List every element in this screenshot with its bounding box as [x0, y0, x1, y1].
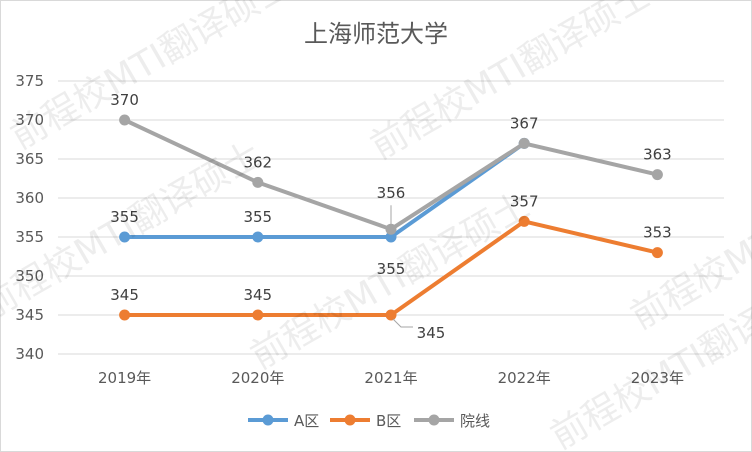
data-label: 355	[377, 260, 406, 278]
data-labels: 370 355 345 362 355 345 356 355 345 367 357 363 353	[110, 91, 671, 342]
legend-marker	[428, 414, 440, 426]
y-tick-label: 340	[15, 345, 44, 363]
legend-marker	[344, 414, 356, 426]
y-tick-label: 370	[15, 111, 44, 129]
data-point	[252, 309, 264, 321]
data-point	[119, 114, 131, 126]
x-tick-label: 2020年	[231, 369, 284, 387]
legend-label: A区	[294, 412, 319, 430]
legend-label: B区	[376, 412, 401, 430]
data-point	[252, 231, 264, 243]
data-label: 367	[510, 114, 539, 132]
y-tick-label: 360	[15, 189, 44, 207]
x-tick-label: 2022年	[498, 369, 551, 387]
data-point	[651, 169, 663, 181]
data-label: 363	[643, 146, 672, 164]
legend: A区 B区 院线	[248, 412, 490, 430]
y-tick-label: 365	[15, 150, 44, 168]
data-label: 362	[243, 153, 272, 171]
y-tick-label: 375	[15, 72, 44, 90]
label-leaders	[390, 205, 413, 328]
data-point	[651, 247, 663, 259]
data-point	[385, 223, 397, 235]
y-tick-label: 350	[15, 267, 44, 285]
data-point	[252, 176, 264, 188]
x-tick-label: 2019年	[98, 369, 151, 387]
data-label: 356	[377, 184, 406, 202]
x-tick-label: 2021年	[364, 369, 417, 387]
data-label: 370	[110, 91, 139, 109]
chart-title: 上海师范大学	[304, 20, 448, 48]
data-label: 355	[110, 208, 139, 226]
y-tick-label: 345	[15, 306, 44, 324]
y-tick-label: 355	[15, 228, 44, 246]
series-line	[124, 141, 526, 239]
leader-line	[392, 318, 413, 328]
data-point	[119, 231, 131, 243]
x-tick-label: 2023年	[631, 369, 684, 387]
data-label: 345	[243, 286, 272, 304]
y-axis-ticks: 340 345 350 355 360 365 370 375	[15, 72, 44, 363]
legend-marker	[262, 414, 274, 426]
data-point	[518, 215, 530, 227]
data-point	[518, 137, 530, 149]
x-axis-ticks: 2019年 2020年 2021年 2022年 2023年	[98, 369, 684, 387]
data-point	[385, 231, 397, 243]
data-point	[119, 309, 131, 321]
data-label: 355	[243, 208, 272, 226]
data-label: 357	[510, 192, 539, 210]
data-label: 345	[110, 286, 139, 304]
data-point	[385, 309, 397, 321]
series-lines	[119, 114, 663, 321]
data-label: 345	[417, 324, 446, 342]
data-label: 353	[643, 224, 672, 242]
legend-label: 院线	[460, 412, 490, 430]
